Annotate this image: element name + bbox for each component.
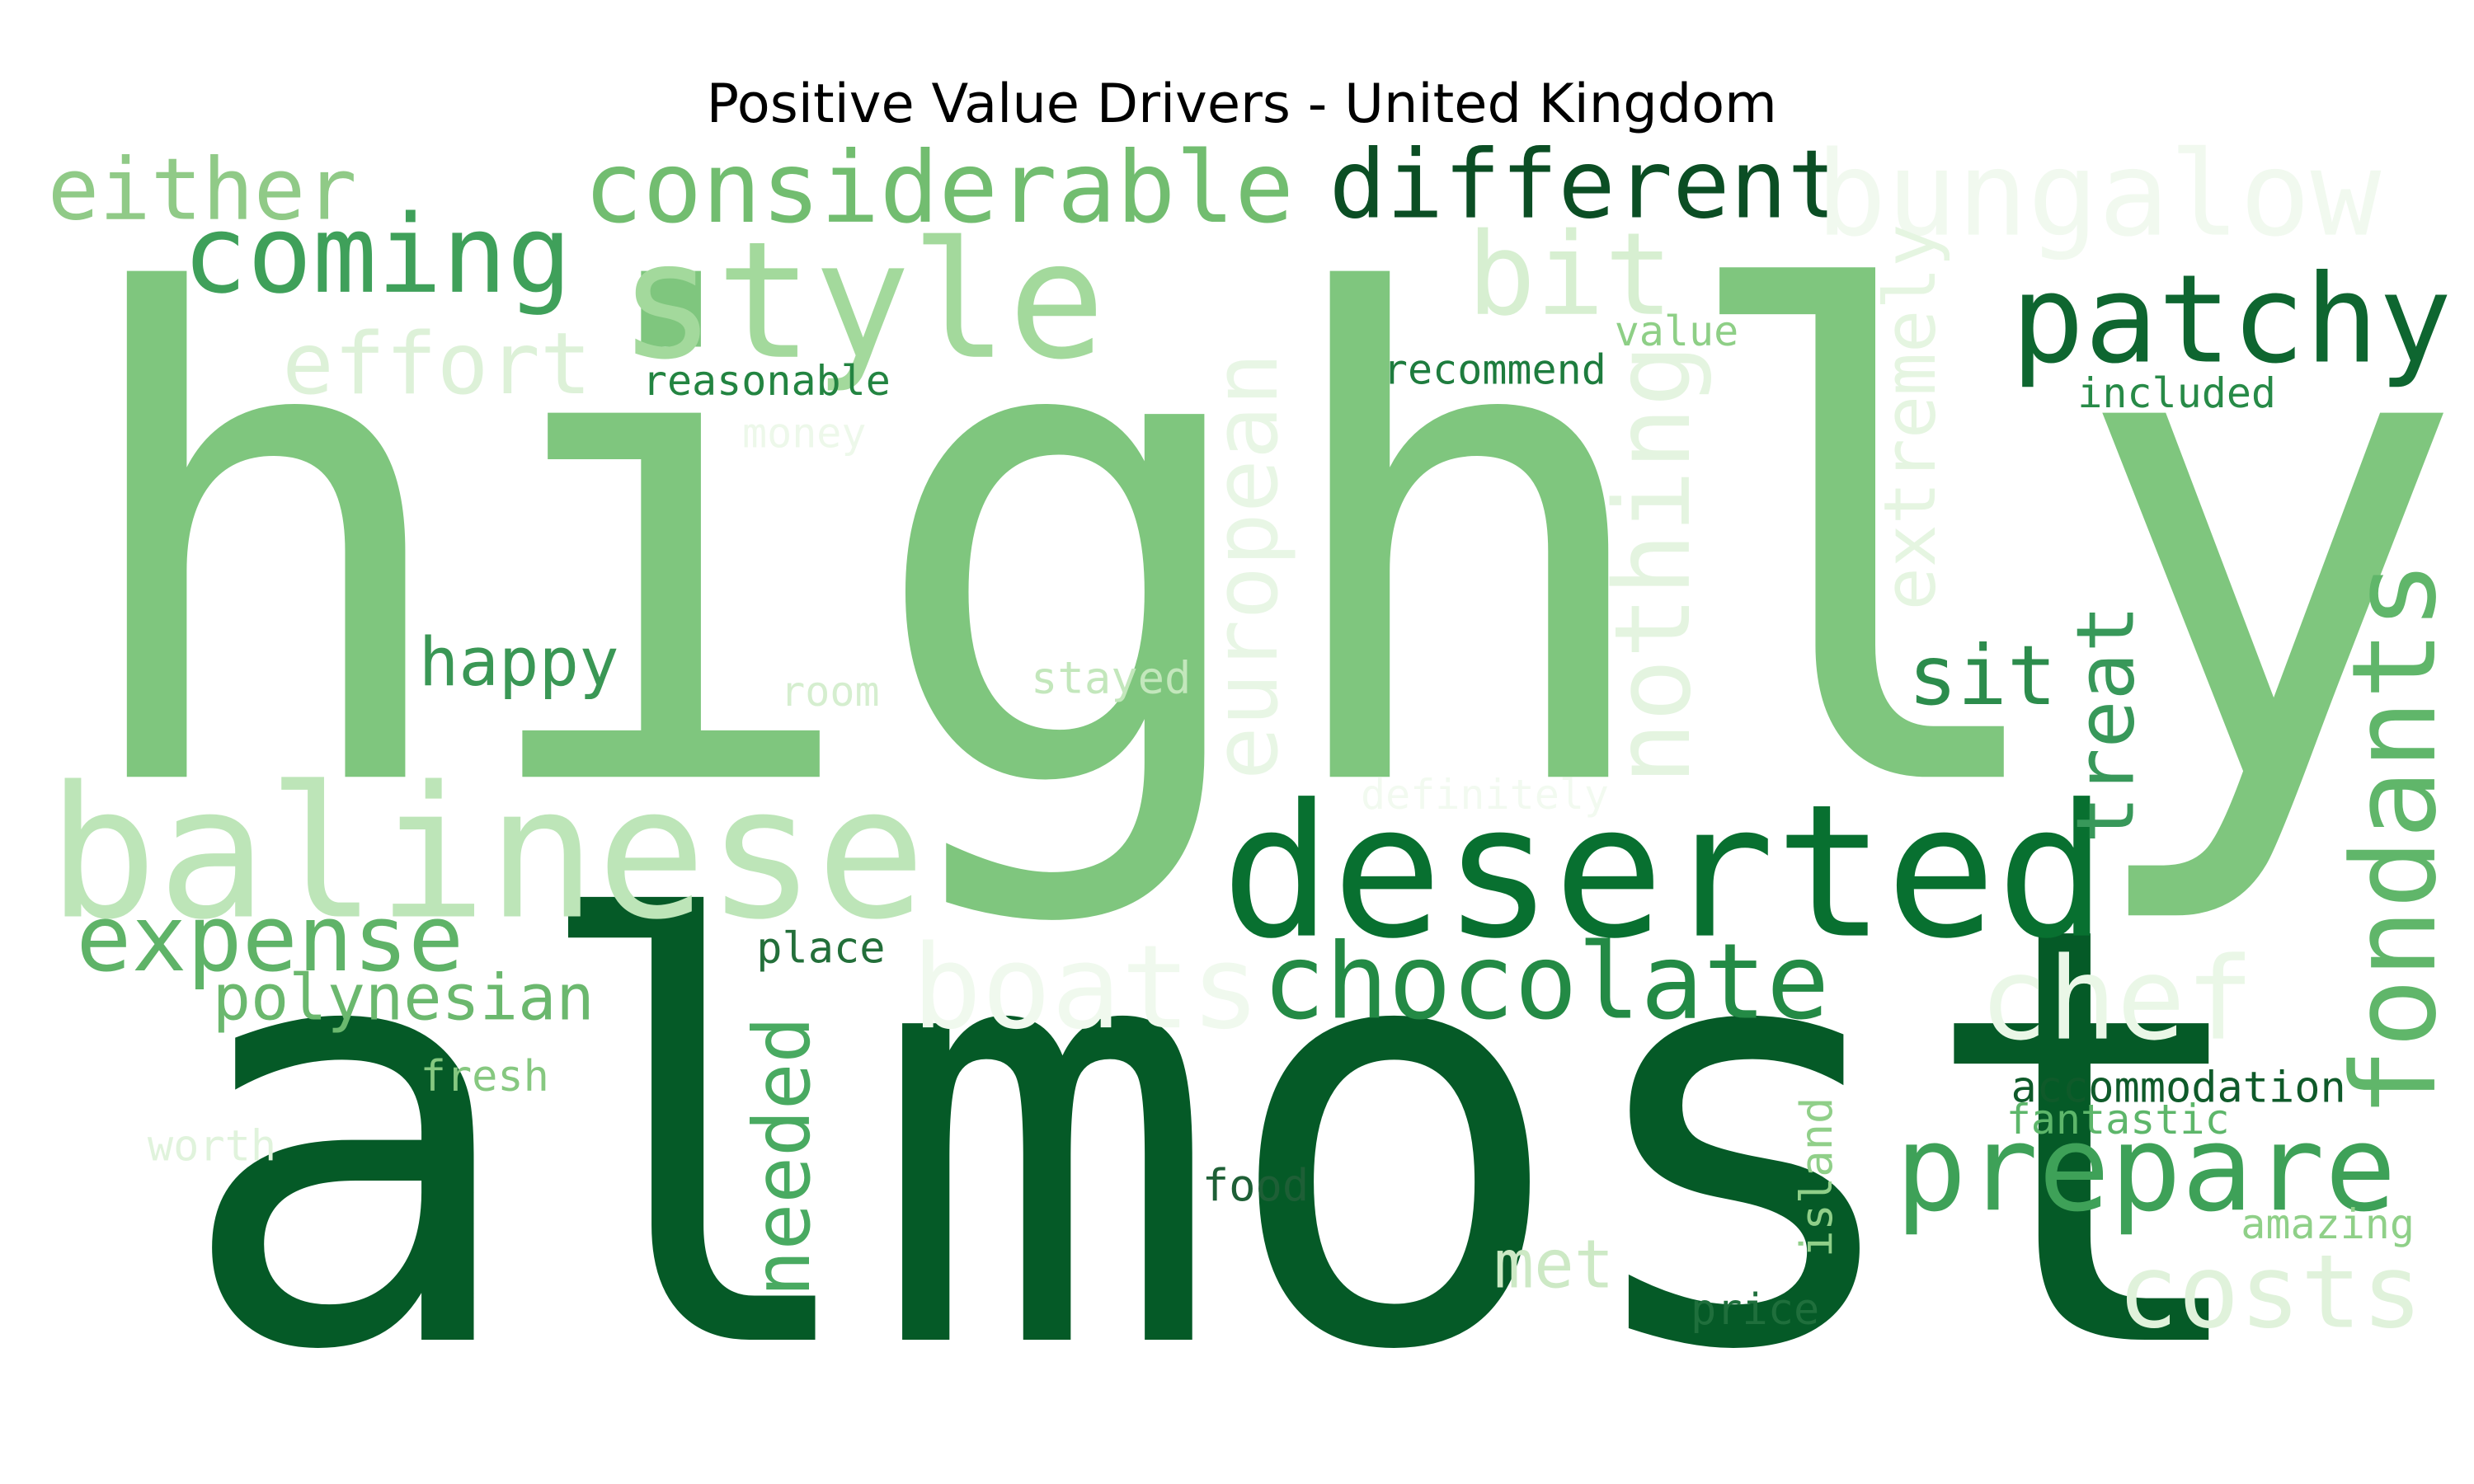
- word-room: room: [780, 668, 879, 716]
- chart-title: Positive Value Drivers - United Kingdom: [707, 73, 1777, 135]
- word-patchy: patchy: [2011, 248, 2452, 390]
- word-stayed: stayed: [1031, 651, 1191, 703]
- word-chocolate: chocolate: [1263, 921, 1830, 1043]
- word-bungalow: bungalow: [1816, 126, 2382, 263]
- word-island: island: [1790, 1097, 1842, 1257]
- word-style: style: [618, 208, 1105, 396]
- word-place: place: [756, 923, 885, 973]
- word-deserted: deserted: [1221, 765, 2107, 979]
- word-needed: needed: [738, 1017, 828, 1297]
- word-coming: coming: [182, 192, 571, 317]
- word-either: either: [48, 140, 357, 239]
- word-bit: bit: [1467, 208, 1673, 341]
- word-boats: boats: [912, 921, 1261, 1055]
- word-polynesian: polynesian: [213, 962, 595, 1036]
- word-price: price: [1691, 1285, 1819, 1335]
- word-fondants: fondants: [2328, 561, 2462, 1118]
- word-happy: happy: [419, 624, 619, 702]
- word-almost: almost: [175, 802, 2266, 1477]
- word-fresh: fresh: [421, 1052, 549, 1101]
- word-met: met: [1494, 1227, 1615, 1304]
- word-food: food: [1202, 1159, 1310, 1211]
- word-costs: costs: [2117, 1234, 2422, 1352]
- word-extremely: extremely: [1870, 224, 1952, 611]
- word-treat: treat: [2060, 605, 2152, 843]
- word-fantastic: fantastic: [2006, 1096, 2230, 1144]
- word-definitely: definitely: [1361, 771, 1609, 819]
- word-european: european: [1195, 352, 1298, 780]
- word-highly: highly: [63, 159, 2470, 934]
- word-nothing: nothing: [1592, 344, 1714, 785]
- word-expense: expense: [76, 885, 463, 993]
- word-prepare: prepare: [1895, 1100, 2396, 1238]
- word-chef: chef: [1979, 932, 2254, 1066]
- word-value: value: [1615, 308, 1739, 355]
- word-accommodation: accommodation: [2011, 1064, 2345, 1113]
- word-worth: worth: [148, 1122, 276, 1172]
- word-effort: effort: [282, 315, 591, 414]
- word-balinese: balinese: [48, 749, 926, 960]
- word-sit: sit: [1907, 627, 2057, 724]
- word-recommend: recommend: [1383, 345, 1606, 393]
- word-reasonable: reasonable: [642, 357, 891, 405]
- word-money: money: [742, 409, 867, 457]
- word-different: different: [1329, 129, 1845, 240]
- word-amazing: amazing: [2241, 1200, 2415, 1248]
- word-included: included: [2077, 369, 2276, 417]
- word-considerable: considerable: [584, 131, 1294, 246]
